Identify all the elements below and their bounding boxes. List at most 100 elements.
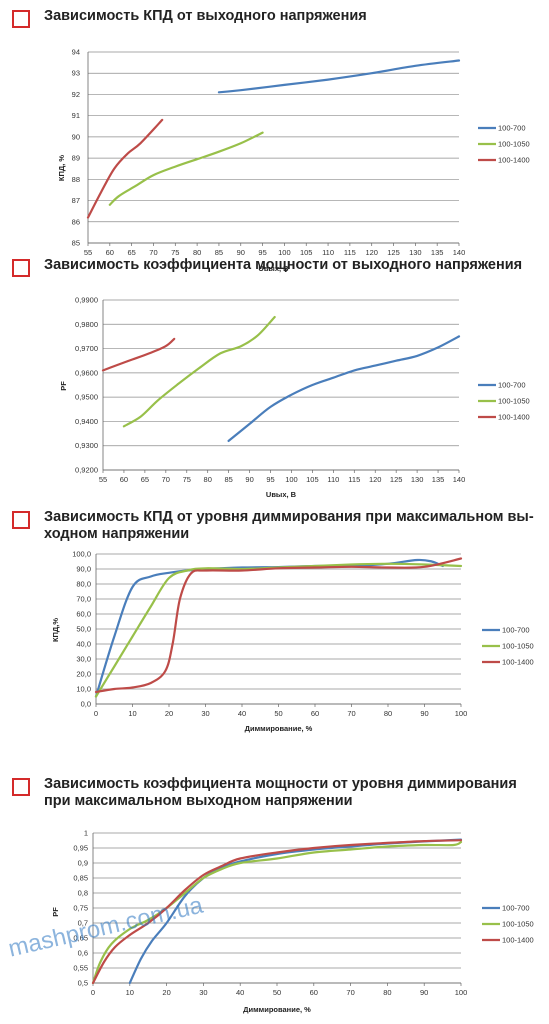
x-tick-label: 40 [236,988,244,997]
y-tick-label: 0,9200 [75,466,98,475]
x-tick-label: 95 [258,248,266,257]
x-axis-label: Диммирование, % [243,1005,311,1014]
y-tick-label: 0,0 [81,700,91,709]
y-tick-label: 0,9700 [75,344,98,353]
y-tick-label: 60,0 [76,610,91,619]
x-tick-label: 70 [347,709,355,718]
series-line-100-1050 [94,562,463,698]
x-tick-label: 20 [162,988,170,997]
y-tick-label: 0,9600 [75,368,98,377]
x-tick-label: 125 [390,475,403,484]
x-tick-label: 100 [278,248,291,257]
x-tick-label: 10 [128,709,136,718]
y-axis-label: КПД, % [57,155,66,181]
x-tick-label: 80 [383,988,391,997]
y-tick-label: 100,0 [72,550,91,559]
x-tick-label: 115 [348,475,360,484]
x-tick-label: 120 [365,248,378,257]
legend-label: 100-1050 [498,397,530,406]
y-tick-label: 70,0 [76,595,91,604]
y-tick-label: 90 [72,132,80,141]
y-tick-label: 0,9300 [75,441,98,450]
chart-4-title-line-1: Зависимость коэффициента мощности от уро… [44,776,517,792]
legend-label: 100-700 [502,626,530,635]
x-tick-label: 90 [237,248,245,257]
x-tick-label: 140 [453,475,466,484]
x-tick-label: 80 [193,248,201,257]
y-tick-label: 1 [84,829,88,838]
x-axis-label: Uвых, В [258,264,289,273]
x-tick-label: 130 [411,475,424,484]
y-tick-label: 40,0 [76,640,91,649]
series-line-100-700 [217,59,461,94]
x-tick-label: 85 [215,248,223,257]
x-tick-label: 95 [266,475,274,484]
x-tick-label: 10 [126,988,134,997]
x-tick-label: 125 [387,248,400,257]
section-2-header: Зависимость коэффициента мощности от вых… [12,257,534,277]
x-tick-label: 130 [409,248,422,257]
x-tick-label: 60 [120,475,128,484]
x-tick-label: 115 [344,248,356,257]
y-tick-label: 90,0 [76,565,91,574]
y-tick-label: 0,5 [78,979,88,988]
x-tick-label: 85 [224,475,232,484]
series-line-100-1400 [86,118,164,219]
y-tick-label: 0,7 [78,919,88,928]
x-tick-label: 55 [84,248,92,257]
chart-3-title: Зависимость КПД от уровня диммирования п… [44,509,534,543]
y-tick-label: 92 [72,90,80,99]
y-tick-label: 0,55 [73,964,88,973]
series-line-100-1050 [122,315,276,428]
x-tick-label: 120 [369,475,382,484]
x-tick-label: 135 [431,248,444,257]
series-line-100-1400 [94,557,463,694]
series-line-100-700 [227,335,461,442]
x-tick-label: 70 [346,988,354,997]
x-tick-label: 100 [455,709,468,718]
series-line-100-1050 [108,131,264,206]
x-tick-label: 0 [91,988,95,997]
legend-label: 100-1400 [502,658,534,667]
y-tick-label: 20,0 [76,670,91,679]
x-tick-label: 60 [106,248,114,257]
x-tick-label: 30 [201,709,209,718]
x-tick-label: 90 [420,709,428,718]
x-tick-label: 90 [420,988,428,997]
series-line-100-700 [94,558,444,698]
y-tick-label: 93 [72,69,80,78]
x-tick-label: 65 [141,475,149,484]
red-square-icon [12,259,30,277]
y-tick-label: 30,0 [76,655,91,664]
y-tick-label: 80,0 [76,580,91,589]
red-square-icon [12,778,30,796]
x-tick-label: 110 [327,475,339,484]
x-axis-label: Диммирование, % [245,724,313,733]
x-tick-label: 40 [238,709,246,718]
chart-3-title-line-1: Зависимость КПД от уровня диммирования п… [44,509,534,525]
x-tick-label: 65 [127,248,135,257]
y-tick-label: 0,9800 [75,320,98,329]
x-tick-label: 55 [99,475,107,484]
y-tick-label: 94 [72,48,80,57]
x-tick-label: 75 [171,248,179,257]
chart-3-title-line-2: ходном напряжении [44,526,190,542]
section-1-header: Зависимость КПД от выходного напряжения [12,8,524,28]
y-axis-label: PF [59,381,68,391]
legend-label: 100-1400 [498,413,530,422]
y-tick-label: 0,9 [78,859,88,868]
x-tick-label: 80 [204,475,212,484]
x-tick-label: 105 [306,475,319,484]
red-square-icon [12,10,30,28]
x-axis-label: Uвых, В [266,490,297,499]
y-tick-label: 0,9900 [75,296,98,305]
legend-label: 100-1050 [502,642,534,651]
y-axis-label: КПД,% [51,618,60,642]
legend-label: 100-700 [498,381,526,390]
y-tick-label: 0,9500 [75,393,98,402]
red-square-icon [12,511,30,529]
x-tick-label: 90 [245,475,253,484]
section-3-header: Зависимость КПД от уровня диммирования п… [12,509,534,543]
x-tick-label: 60 [310,988,318,997]
chart-4-title: Зависимость коэффициента мощности от уро… [44,776,539,810]
